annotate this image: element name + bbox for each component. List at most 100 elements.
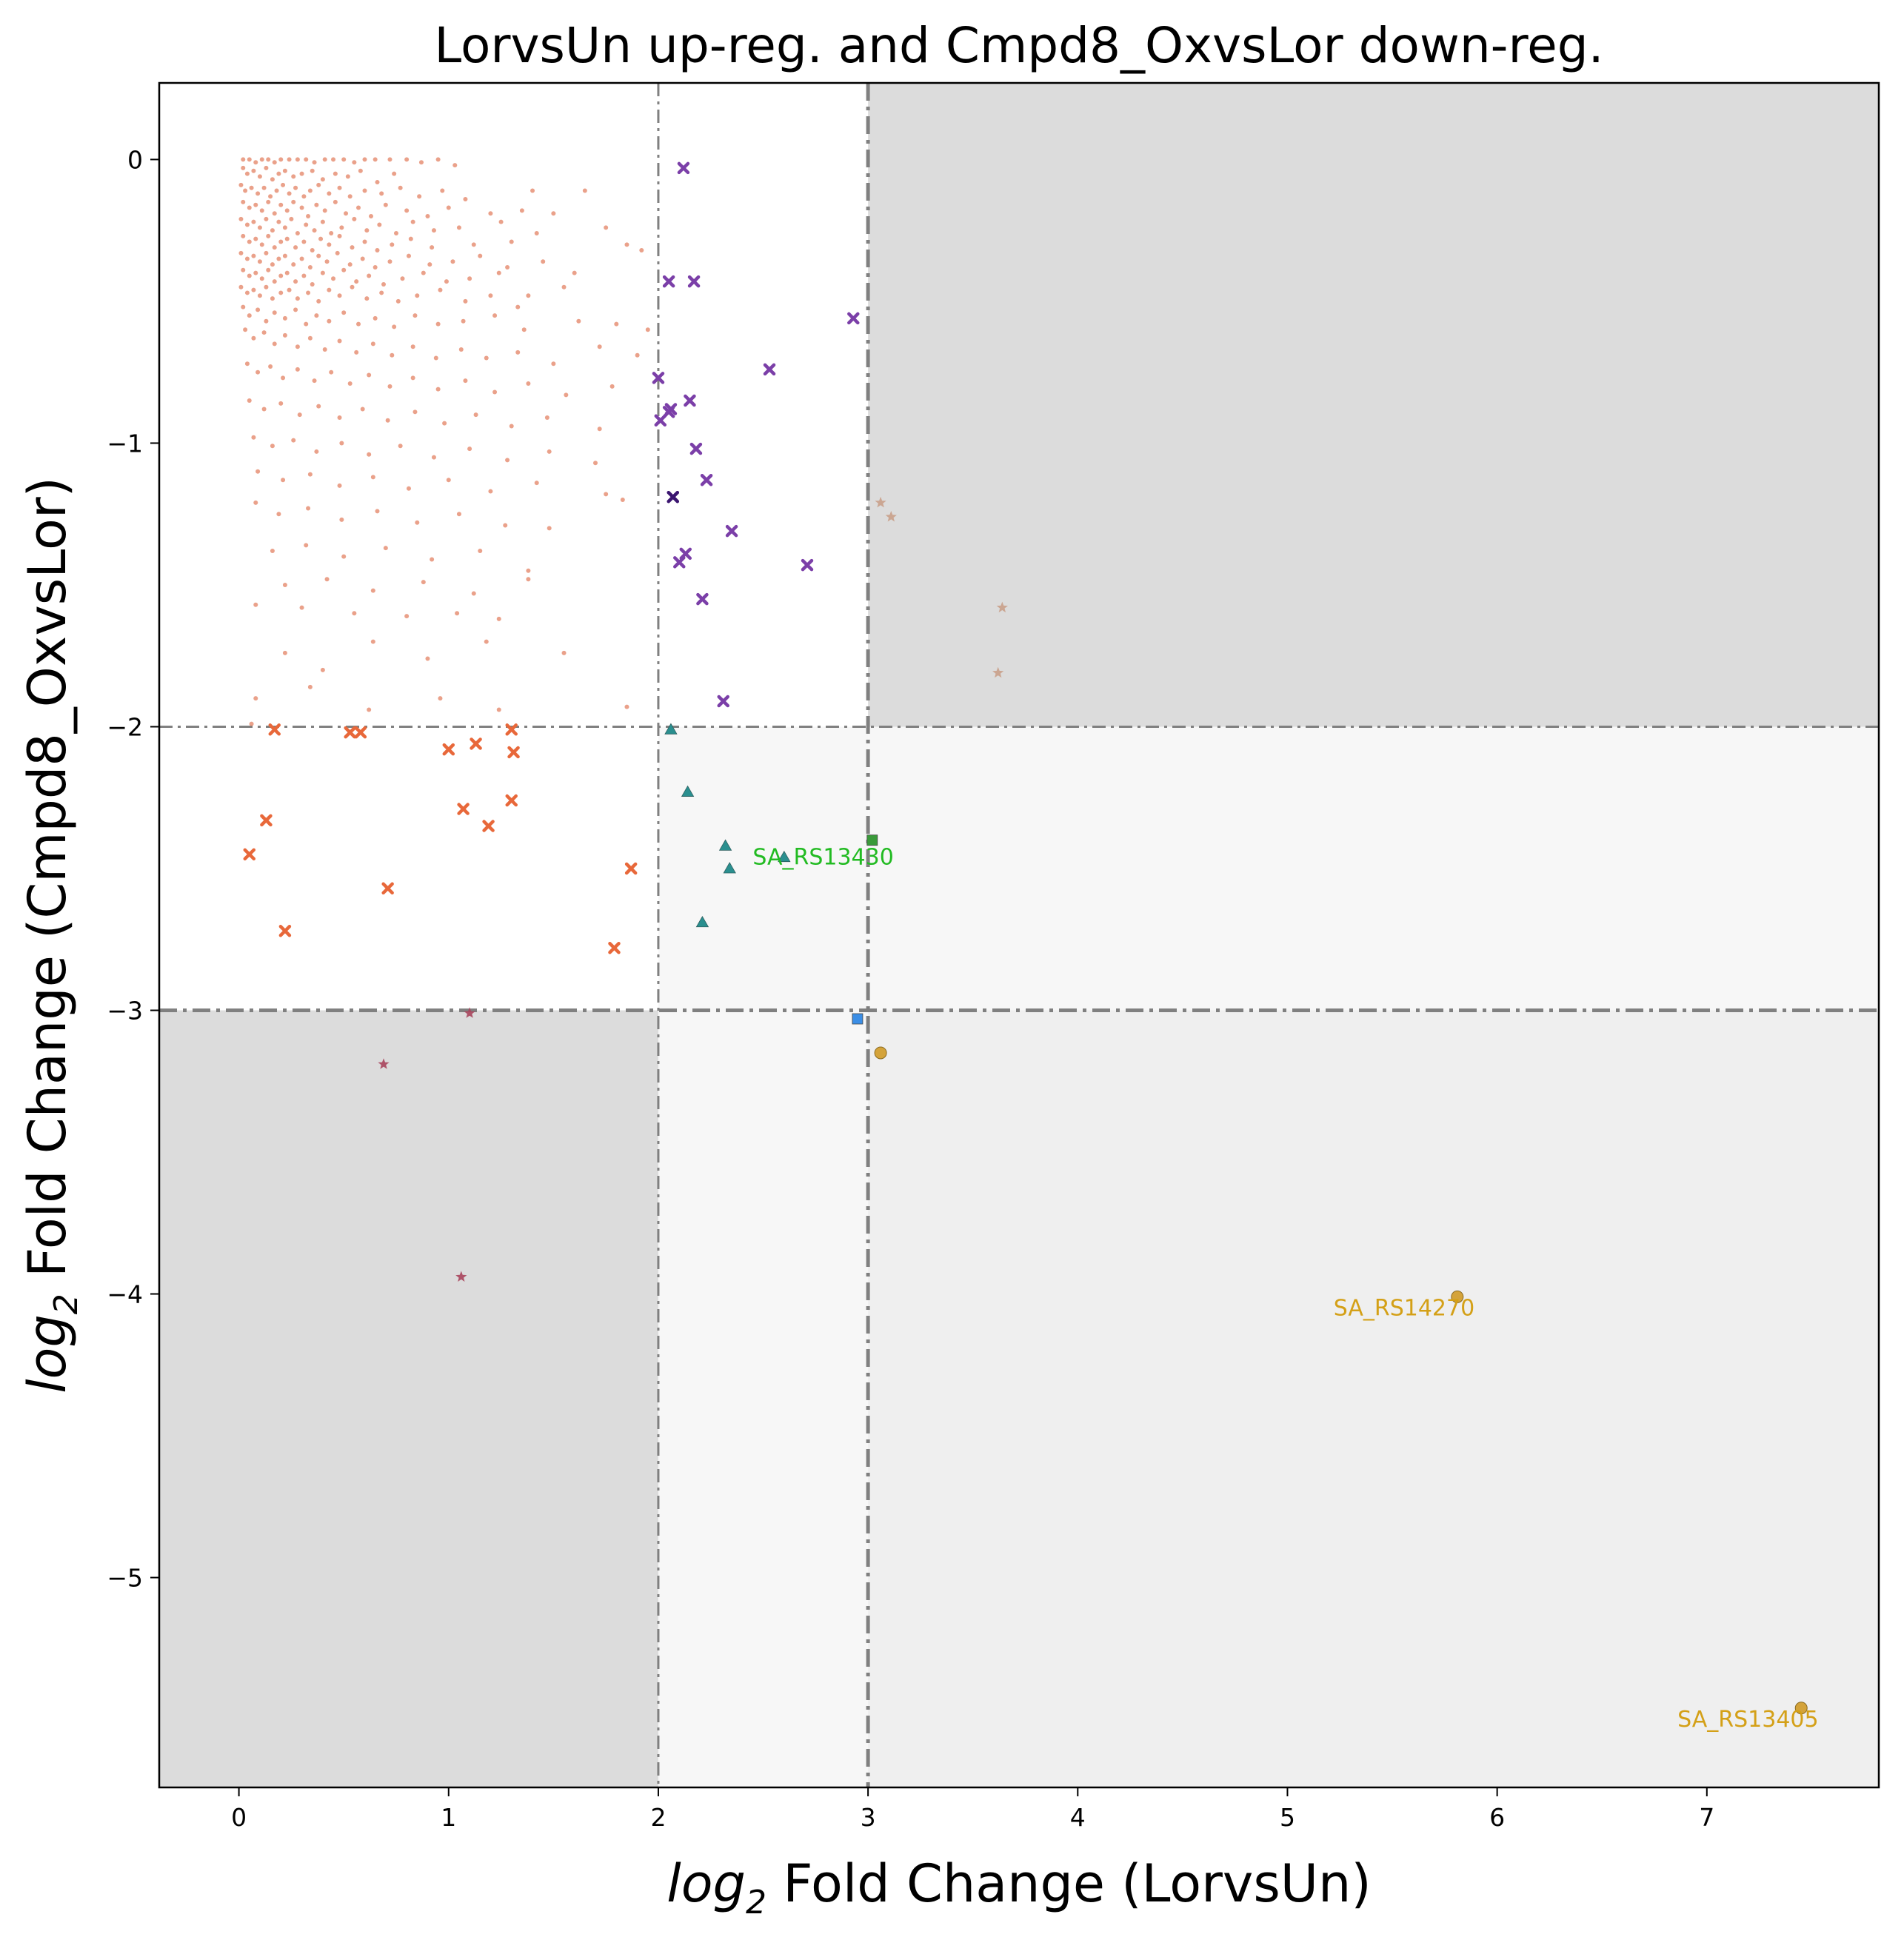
- point-dot-0-241: [410, 344, 415, 349]
- point-dot-0-218: [356, 321, 361, 327]
- point-dot-0-325: [253, 602, 258, 607]
- point-x-1-9: [482, 820, 495, 832]
- point-dot-0-293: [281, 478, 286, 483]
- point-dot-0-229: [243, 327, 248, 332]
- point-dot-0-37: [375, 180, 380, 185]
- x-tick-label-0: 0: [231, 1803, 247, 1832]
- point-dot-0-34: [333, 171, 338, 176]
- point-dot-0-144: [291, 262, 296, 267]
- point-dot-0-82: [425, 214, 430, 219]
- point-dot-0-40: [243, 188, 248, 193]
- point-dot-0-285: [367, 452, 372, 457]
- point-dot-0-187: [251, 287, 256, 292]
- point-dot-0-49: [301, 194, 307, 199]
- point-dot-0-6: [278, 157, 284, 162]
- point-dot-0-331: [282, 650, 287, 655]
- point-dot-0-60: [463, 197, 468, 202]
- point-dot-0-7: [287, 157, 292, 162]
- point-dot-0-340: [438, 696, 443, 701]
- point-dot-0-92: [270, 228, 275, 233]
- point-dot-0-324: [526, 577, 531, 582]
- point-dot-0-217: [341, 310, 347, 315]
- point-x-1-13: [624, 862, 638, 875]
- point-dot-0-236: [322, 347, 327, 352]
- point-dot-0-290: [547, 449, 552, 454]
- point-dot-0-163: [253, 270, 258, 275]
- point-dot-0-297: [406, 486, 411, 491]
- point-dot-0-198: [350, 284, 355, 290]
- point-dot-0-77: [344, 211, 349, 216]
- point-triangle-4-3: [778, 850, 791, 863]
- point-dot-0-329: [455, 611, 460, 616]
- y-tick-label-4: −4: [107, 1280, 143, 1309]
- x-tick-label-4: 4: [1070, 1803, 1086, 1832]
- point-dot-0-191: [278, 290, 284, 295]
- point-dot-0-13: [341, 157, 347, 162]
- point-dot-0-261: [463, 378, 468, 384]
- point-dot-0-266: [247, 398, 252, 403]
- point-dot-0-321: [370, 588, 375, 593]
- point-dot-0-302: [620, 498, 625, 503]
- point-dot-0-75: [322, 208, 327, 213]
- point-dot-0-43: [261, 185, 267, 190]
- point-dot-0-84: [488, 211, 493, 216]
- point-x-2-10: [689, 442, 703, 455]
- point-dot-0-310: [503, 523, 508, 528]
- point-dot-0-287: [431, 455, 436, 460]
- point-dot-0-56: [379, 191, 384, 196]
- point-dot-0-190: [270, 296, 275, 301]
- point-dot-0-341: [496, 707, 501, 712]
- point-triangle-4-1: [681, 785, 695, 797]
- point-dot-0-178: [400, 276, 405, 281]
- point-dot-0-44: [268, 194, 273, 199]
- point-dot-0-89: [251, 219, 256, 224]
- shaded-region-dark: [868, 83, 1879, 727]
- point-dot-0-284: [339, 441, 344, 446]
- point-dot-0-21: [452, 163, 458, 168]
- point-dot-0-133: [509, 239, 514, 244]
- point-dot-0-192: [287, 287, 292, 292]
- point-dot-0-5: [272, 160, 277, 165]
- point-dot-0-117: [272, 245, 277, 250]
- point-dot-0-121: [301, 239, 307, 244]
- point-dot-0-18: [404, 157, 410, 162]
- point-dot-0-328: [404, 614, 410, 619]
- point-x-2-1: [662, 275, 675, 288]
- point-dot-0-149: [335, 250, 340, 255]
- point-dot-0-125: [337, 233, 342, 238]
- point-dot-0-265: [609, 384, 615, 389]
- gene-label-0: SA_RS13430: [752, 845, 893, 871]
- point-x-1-5: [505, 723, 518, 736]
- point-dot-0-305: [306, 506, 311, 511]
- point-dot-0-242: [433, 355, 438, 361]
- point-dot-0-42: [255, 191, 261, 196]
- point-dot-0-202: [415, 293, 420, 298]
- point-dot-0-281: [270, 444, 275, 449]
- point-triangle-4-2: [718, 839, 732, 851]
- point-dot-0-274: [412, 409, 418, 415]
- point-dot-0-212: [282, 315, 287, 321]
- point-dot-0-231: [261, 330, 267, 335]
- point-dot-0-36: [358, 168, 363, 173]
- y-tick-label-0: 0: [127, 145, 143, 174]
- point-dot-0-35: [345, 174, 350, 179]
- x-tick-label-5: 5: [1280, 1803, 1295, 1832]
- point-dot-0-135: [639, 247, 644, 252]
- point-dot-0-26: [264, 165, 269, 170]
- point-dot-0-32: [310, 168, 315, 173]
- point-x-1-10: [505, 794, 518, 807]
- point-dot-0-81: [404, 208, 410, 213]
- point-dot-0-272: [360, 407, 365, 412]
- point-x-1-6: [507, 746, 520, 759]
- point-dot-0-260: [435, 387, 441, 392]
- point-dot-0-317: [478, 548, 483, 553]
- point-dot-0-68: [272, 211, 277, 216]
- point-dot-0-141: [270, 262, 275, 267]
- point-dot-0-304: [276, 512, 281, 517]
- point-dot-0-122: [310, 247, 315, 252]
- point-dot-0-257: [367, 372, 372, 378]
- point-star-9-2: [455, 1271, 467, 1282]
- point-star-8-2: [996, 601, 1008, 613]
- point-dot-0-118: [278, 239, 284, 244]
